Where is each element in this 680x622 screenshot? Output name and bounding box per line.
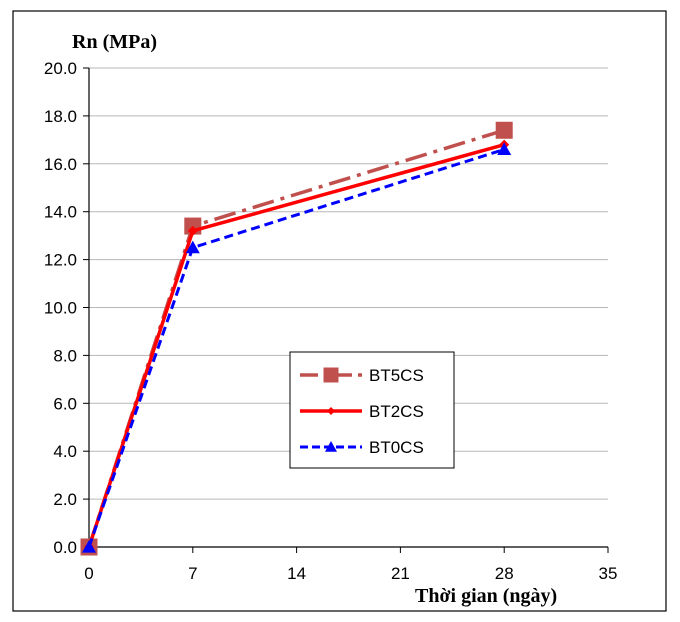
legend-marker [327,407,335,415]
x-tick-label: 0 [84,564,93,583]
y-tick-label: 2.0 [53,490,77,509]
legend-label: BT5CS [369,366,424,385]
y-tick-label: 6.0 [53,394,77,413]
legend-label: BT2CS [369,402,424,421]
legend-label: BT0CS [369,438,424,457]
legend-item-bt2cs: BT2CS [300,402,424,421]
data-point-bt5cs [495,121,513,139]
chart-border [12,10,667,612]
legend: BT5CS BT2CS BT0CS [289,351,455,469]
y-axis-title: Rn (MPa) [72,31,157,53]
data-point-bt0cs [497,142,512,156]
gridlines [89,67,608,500]
data-point-bt0cs [82,540,96,553]
y-tick-label: 16.0 [44,155,77,174]
x-axis-title: Thời gian (ngày) [415,585,557,607]
y-tick-label: 0.0 [53,538,77,557]
series-bt0cs [82,142,512,553]
y-tick-label: 20.0 [44,59,77,78]
series-group [80,121,513,556]
data-point-bt2cs [187,225,198,236]
y-tick-label: 8.0 [53,346,77,365]
x-tick-label: 21 [391,564,410,583]
y-tick-label: 10.0 [44,299,77,318]
axes: 0.0 2.0 4.0 6.0 8.0 10.0 12.0 14.0 16.0 18.0 20.0 0… [44,59,618,583]
y-tick-label: 14.0 [44,203,77,222]
x-tick-label: 14 [287,564,306,583]
legend-marker [325,441,337,452]
y-tick-label: 4.0 [53,442,77,461]
y-tick-label: 12.0 [44,251,77,270]
legend-marker [323,367,339,383]
data-point-bt0cs [185,240,200,254]
legend-item-bt0cs: BT0CS [300,438,424,457]
y-tick-label: 18.0 [44,107,77,126]
x-tick-label: 7 [188,564,197,583]
x-tick-label: 28 [495,564,514,583]
legend-item-bt5cs: BT5CS [300,366,424,385]
x-tick-label: 35 [599,564,618,583]
